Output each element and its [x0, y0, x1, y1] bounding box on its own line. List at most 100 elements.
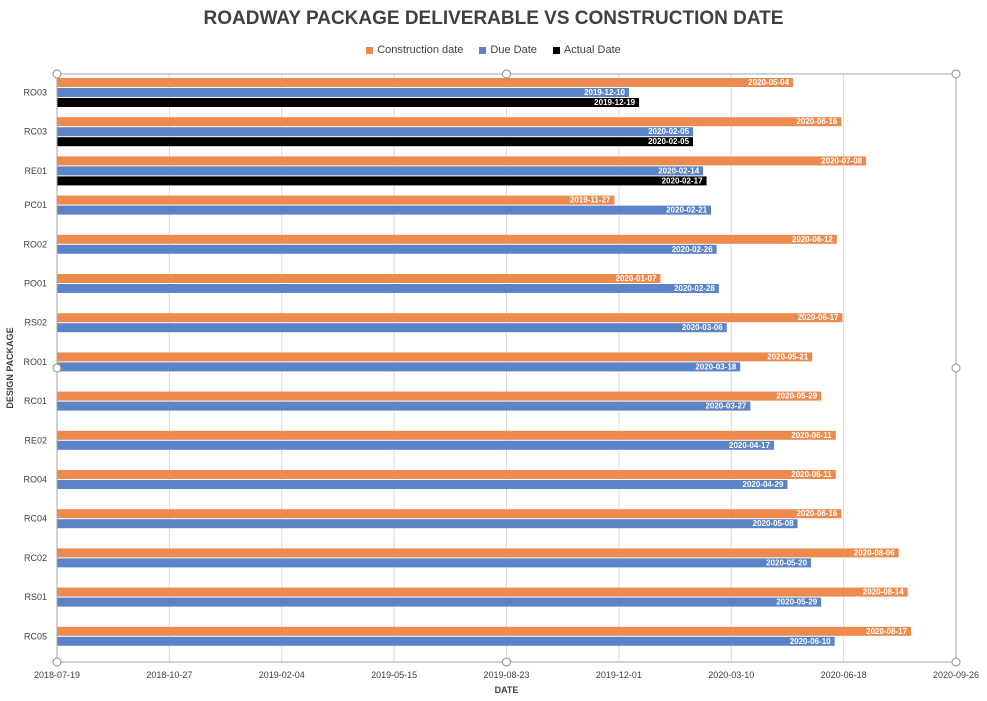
data-label: 2020-05-21: [767, 352, 808, 361]
legend-swatch-construction: [366, 46, 374, 54]
x-tick-label: 2020-06-18: [821, 670, 867, 680]
bar: [57, 88, 629, 97]
x-tick-label: 2020-09-26: [933, 670, 979, 680]
data-label: 2020-03-27: [705, 402, 746, 411]
x-tick-label: 2019-08-23: [483, 670, 529, 680]
legend-label-construction: Construction date: [377, 44, 464, 56]
data-label: 2020-02-17: [662, 176, 703, 185]
bar: [57, 313, 843, 323]
data-label: 2020-05-08: [753, 519, 794, 528]
legend-item-actual: Actual Date: [552, 44, 621, 56]
resize-handle: [52, 363, 62, 373]
x-tick-label: 2019-02-04: [259, 670, 305, 680]
resize-handle: [52, 657, 62, 667]
data-label: 2020-06-11: [791, 470, 832, 479]
y-category-label: RC05: [24, 631, 47, 641]
x-tick-label: 2018-10-27: [146, 670, 192, 680]
data-label: 2020-04-17: [729, 441, 770, 450]
x-tick-label: 2018-07-19: [34, 670, 80, 680]
legend-item-construction: Construction date: [366, 44, 463, 56]
bar: [57, 430, 836, 440]
bar: [57, 558, 812, 568]
y-axis-title: DESIGN PACKAGE: [5, 327, 15, 408]
data-label: 2020-05-29: [776, 392, 817, 401]
data-label: 2020-02-26: [672, 245, 713, 254]
resize-handle: [502, 69, 511, 79]
bar: [57, 636, 835, 646]
y-category-label: RC04: [24, 514, 47, 524]
resize-handle: [951, 657, 961, 667]
legend-swatch-actual: [552, 46, 560, 54]
data-label: 2019-12-10: [584, 88, 625, 97]
bar: [57, 284, 719, 293]
bar: [57, 195, 615, 205]
bar: [57, 509, 842, 519]
bars-layer: [57, 78, 912, 646]
y-category-label: RC03: [24, 127, 47, 137]
bar: [57, 244, 717, 254]
bar: [57, 470, 836, 479]
selection-handles: [52, 69, 961, 667]
data-label: 2020-05-20: [766, 558, 807, 567]
legend-label-due: Due Date: [490, 44, 537, 56]
bar: [57, 117, 842, 127]
bar: [57, 587, 908, 597]
data-label: 2020-05-04: [748, 78, 789, 87]
data-label: 2020-01-07: [616, 274, 657, 283]
data-label: 2020-02-14: [658, 166, 699, 175]
bar: [57, 519, 798, 529]
bar: [57, 391, 822, 401]
bar: [57, 156, 867, 166]
y-category-label: RO02: [23, 239, 47, 249]
bar: [57, 352, 813, 362]
data-label: 2020-02-05: [648, 137, 689, 146]
data-label: 2020-05-29: [776, 598, 817, 607]
resize-handle: [502, 657, 511, 667]
y-category-label: PO01: [24, 279, 47, 289]
bar: [57, 362, 741, 372]
data-label: 2020-03-06: [682, 323, 723, 332]
bar: [57, 176, 707, 186]
y-category-label: RS01: [24, 592, 47, 602]
bar: [57, 98, 640, 107]
bar: [57, 78, 794, 87]
data-label: 2020-03-18: [695, 362, 736, 371]
bar: [57, 548, 899, 558]
data-label: 2020-06-11: [791, 431, 832, 440]
resize-handle: [951, 69, 961, 79]
legend-swatch-due: [479, 46, 487, 54]
y-category-label: RE02: [24, 435, 47, 445]
y-category-label: PC01: [24, 200, 47, 210]
bar: [57, 626, 912, 636]
bar: [57, 234, 837, 244]
data-label: 2020-08-17: [866, 627, 907, 636]
data-label: 2020-04-29: [743, 480, 784, 489]
bar: [57, 323, 727, 333]
data-label: 2020-08-14: [863, 588, 904, 597]
legend-item-due: Due Date: [479, 44, 537, 56]
data-label: 2020-06-10: [790, 637, 831, 646]
data-label: 2020-06-16: [796, 117, 837, 126]
data-label: 2020-02-05: [648, 127, 689, 136]
bar: [57, 480, 788, 489]
legend-label-actual: Actual Date: [563, 44, 621, 56]
bar: [57, 205, 712, 215]
resize-handle: [52, 69, 62, 79]
data-label: 2020-02-21: [666, 206, 707, 215]
y-category-label: RS02: [24, 318, 47, 328]
bar: [57, 401, 751, 411]
y-category-label: RE01: [24, 166, 47, 176]
data-label: 2020-06-16: [796, 509, 837, 518]
data-label: 2019-11-27: [570, 196, 611, 205]
chart-title: ROADWAY PACKAGE DELIVERABLE VS CONSTRUCT…: [203, 8, 784, 29]
x-tick-label: 2019-05-15: [371, 670, 417, 680]
data-label: 2020-06-17: [798, 313, 839, 322]
x-tick-label: 2019-12-01: [596, 670, 642, 680]
y-category-label: RO04: [23, 475, 47, 485]
legend: Construction date Due Date Actual Date: [0, 44, 987, 56]
data-label: 2020-07-08: [821, 156, 862, 165]
x-tick-label: 2020-03-10: [708, 670, 754, 680]
data-label: 2020-06-12: [792, 235, 833, 244]
